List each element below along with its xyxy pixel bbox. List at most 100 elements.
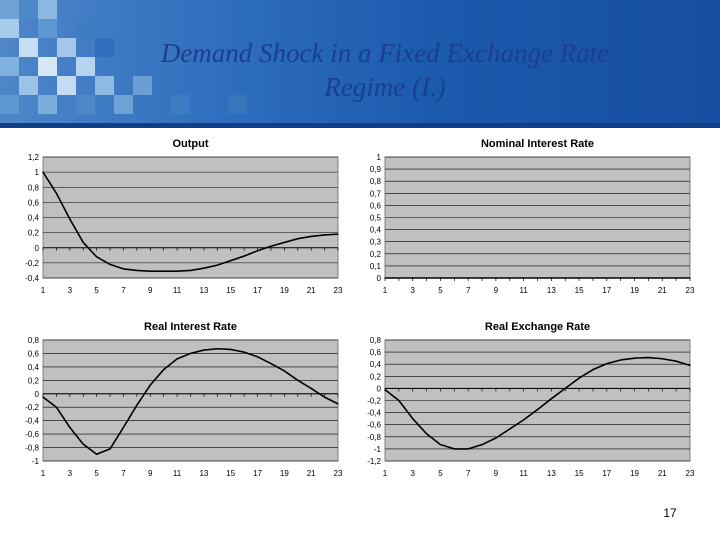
y-tick-label: -0,2 xyxy=(25,259,39,268)
data-point xyxy=(481,444,483,446)
data-point xyxy=(592,277,594,279)
y-tick-label: 0 xyxy=(35,390,40,399)
data-point xyxy=(163,270,165,272)
data-point xyxy=(122,426,125,428)
chart-title: Nominal Interest Rate xyxy=(481,138,594,150)
y-tick-label: 1 xyxy=(377,153,382,162)
y-tick-label: -0,4 xyxy=(25,274,39,283)
y-tick-label: -0,4 xyxy=(25,417,39,426)
data-point xyxy=(606,277,608,279)
x-tick-label: 3 xyxy=(68,286,73,295)
y-tick-label: 0,4 xyxy=(370,360,382,369)
x-tick-label: 19 xyxy=(630,469,639,478)
real-exchange-rate-chart: Real Exchange Rate 0,8 0,6 0,4 0,2 0 -0,2 -0,4 -… xyxy=(367,321,695,478)
data-point xyxy=(230,348,232,351)
data-point xyxy=(689,364,691,367)
data-point xyxy=(384,389,386,391)
y-tick-label: 0 xyxy=(377,274,382,283)
data-point xyxy=(243,351,245,353)
x-tick-label: 15 xyxy=(226,469,235,478)
y-tick-label: 0,8 xyxy=(370,177,382,186)
y-tick-label: 0,5 xyxy=(370,214,382,223)
data-point xyxy=(425,277,428,279)
y-tick-label: 0,7 xyxy=(370,189,382,198)
x-tick-label: 9 xyxy=(494,469,499,478)
data-point xyxy=(55,406,58,408)
decor-tile xyxy=(0,0,19,19)
data-point xyxy=(270,245,272,247)
decor-tile xyxy=(38,57,57,76)
data-point xyxy=(323,234,326,236)
slide-title-line-1: Demand Shock in a Fixed Exchange Rate xyxy=(160,38,610,68)
x-tick-label: 23 xyxy=(686,286,695,295)
x-tick-label: 5 xyxy=(94,286,99,295)
y-tick-label: 0,4 xyxy=(28,363,40,372)
data-point xyxy=(578,377,580,379)
y-tick-label: 0,6 xyxy=(370,201,382,210)
data-point xyxy=(203,349,205,351)
data-point xyxy=(323,396,326,398)
x-tick-label: 19 xyxy=(280,469,289,478)
data-point xyxy=(564,277,566,279)
data-point xyxy=(633,357,636,359)
data-point xyxy=(230,260,232,262)
decor-tile xyxy=(95,76,114,95)
x-tick-label: 5 xyxy=(94,469,99,478)
data-point xyxy=(509,277,511,279)
x-tick-label: 3 xyxy=(411,286,416,295)
x-tick-label: 19 xyxy=(630,286,639,295)
x-tick-label: 5 xyxy=(438,286,443,295)
data-point xyxy=(453,277,455,279)
data-point xyxy=(310,235,312,238)
x-tick-label: 15 xyxy=(575,286,584,295)
decor-tile xyxy=(76,57,95,76)
x-tick-label: 17 xyxy=(253,286,262,295)
data-point xyxy=(425,433,428,435)
y-tick-label: 0,6 xyxy=(370,348,382,357)
data-point xyxy=(176,358,178,360)
data-point xyxy=(564,387,566,389)
chart-title: Output xyxy=(172,138,208,150)
header-divider xyxy=(0,123,720,128)
chart-title: Real Interest Rate xyxy=(144,321,237,333)
data-point xyxy=(661,277,663,279)
x-tick-label: 23 xyxy=(686,469,695,478)
x-tick-label: 7 xyxy=(466,286,471,295)
x-tick-label: 15 xyxy=(226,286,235,295)
x-tick-label: 3 xyxy=(68,469,73,478)
y-tick-label: 0,1 xyxy=(370,262,382,271)
y-tick-label: 0,2 xyxy=(370,372,382,381)
y-tick-label: 0,2 xyxy=(28,376,40,385)
y-tick-label: -1 xyxy=(32,457,40,466)
y-tick-label: -0,4 xyxy=(367,409,381,418)
data-point xyxy=(398,277,400,279)
x-tick-label: 11 xyxy=(173,286,182,295)
y-tick-label: -1,2 xyxy=(367,457,381,466)
data-point xyxy=(176,270,178,272)
data-point xyxy=(495,277,497,279)
data-point xyxy=(550,277,552,279)
y-tick-label: 0 xyxy=(35,244,40,253)
decor-tile xyxy=(57,38,76,57)
y-tick-label: 0 xyxy=(377,384,382,393)
data-point xyxy=(337,233,339,235)
data-point xyxy=(149,270,151,272)
data-point xyxy=(109,448,111,450)
decor-tile xyxy=(0,57,19,76)
data-point xyxy=(453,448,455,450)
y-tick-label: -1 xyxy=(374,445,382,454)
x-tick-label: 11 xyxy=(173,469,182,478)
page-number: 17 xyxy=(663,506,677,520)
data-point xyxy=(109,263,111,265)
x-tick-label: 11 xyxy=(519,286,528,295)
data-point xyxy=(270,362,272,365)
x-tick-label: 9 xyxy=(494,286,499,295)
x-tick-label: 7 xyxy=(121,286,126,295)
decor-tile xyxy=(95,38,114,57)
slide-header-band xyxy=(0,0,720,123)
data-point xyxy=(550,398,552,400)
data-point xyxy=(481,277,483,279)
data-point xyxy=(82,443,84,445)
y-tick-label: 0,4 xyxy=(28,214,40,223)
y-tick-label: 1 xyxy=(35,168,40,177)
